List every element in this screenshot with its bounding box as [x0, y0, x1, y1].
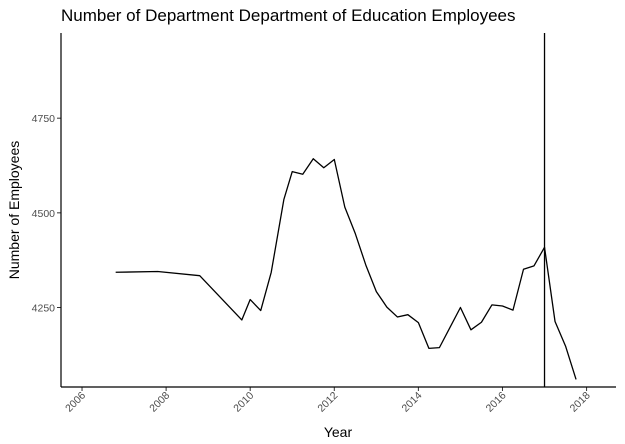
- x-tick-label: 2018: [568, 390, 593, 415]
- series-line: [115, 158, 577, 380]
- x-axis-title: Year: [324, 424, 353, 440]
- x-tick-label: 2006: [63, 390, 88, 415]
- x-tick-label: 2010: [231, 390, 256, 415]
- y-axis-ticks: 4250 4500 4750: [32, 113, 61, 314]
- x-tick-label: 2016: [484, 390, 509, 415]
- x-tick-label: 2014: [400, 390, 425, 415]
- y-axis-title: Number of Employees: [6, 141, 22, 280]
- x-axis-ticks: 2006 2008 2010 2012 2014 2016 2018: [63, 387, 593, 415]
- x-tick-label: 2008: [147, 390, 172, 415]
- x-tick-label: 2012: [315, 390, 340, 415]
- chart-title: Number of Department Department of Educa…: [61, 6, 516, 25]
- y-tick-label: 4750: [32, 113, 56, 125]
- y-tick-label: 4500: [32, 208, 56, 220]
- y-tick-label: 4250: [32, 302, 56, 314]
